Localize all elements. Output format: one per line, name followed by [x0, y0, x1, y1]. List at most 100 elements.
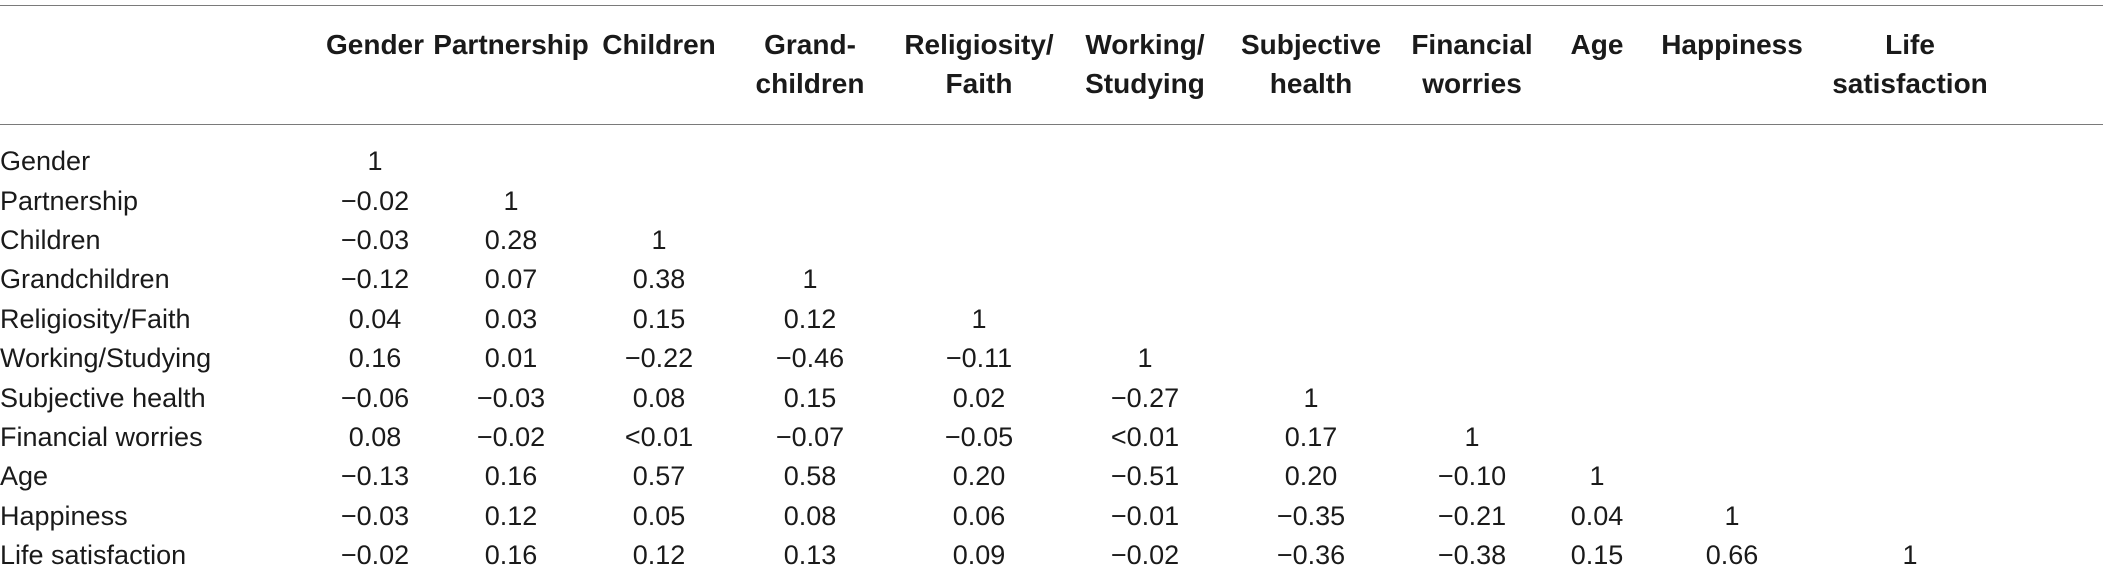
table-cell: 0.20 [1284, 461, 1338, 492]
column-header-label: Financial worries [1397, 0, 1547, 103]
table-row: Age −0.13 0.16 0.57 0.58 0.20 −0.51 0.20 −0.10 1 [0, 457, 2003, 496]
table-cell: 0.15 [1570, 540, 1624, 571]
table-cell: 0.28 [484, 224, 538, 255]
table-cell [1547, 260, 1647, 299]
column-header-line: children [755, 68, 865, 99]
table-cell [1817, 124, 2003, 181]
table-row: Gender 1 [0, 124, 2003, 181]
table-cell [1397, 300, 1547, 339]
table-cell: −0.36 [1276, 540, 1346, 571]
table-cell: 0.58 [783, 461, 837, 492]
column-header-label: Children [591, 0, 727, 64]
table-cell [1817, 378, 2003, 417]
table-cell [1065, 260, 1225, 299]
table-cell [1065, 221, 1225, 260]
table-cell [1817, 339, 2003, 378]
table-cell [1647, 339, 1817, 378]
table-cell [893, 221, 1065, 260]
table-cell: −0.13 [340, 461, 410, 492]
table-cell [591, 181, 727, 220]
column-header-label: Religiosity/Faith [893, 0, 1065, 103]
column-header-line: Subjective [1240, 29, 1382, 60]
table-cell [893, 181, 1065, 220]
table-cell [1397, 124, 1547, 181]
table-cell: −0.38 [1437, 540, 1507, 571]
table-cell: −0.06 [340, 382, 410, 413]
table-cell [1065, 124, 1225, 181]
column-header: Children [591, 0, 727, 124]
table-cell: 0.12 [484, 500, 538, 531]
table-cell: −0.22 [624, 343, 694, 374]
column-header-label: Grand-children [727, 0, 893, 103]
correlation-table: Gender Partnership Children Grand-children R… [0, 0, 2003, 575]
column-header: Gender [319, 0, 431, 124]
table-cell: 1 [1902, 540, 1918, 571]
table-row: Subjective health −0.06 −0.03 0.08 0.15 0.02 −… [0, 378, 2003, 417]
column-header-line: Grand- [764, 29, 856, 60]
table-cell [1065, 300, 1225, 339]
table-cell: −0.51 [1110, 461, 1180, 492]
row-label: Religiosity/Faith [0, 303, 191, 334]
column-header-label: Gender [319, 0, 431, 64]
row-label: Children [0, 224, 101, 255]
table-cell: 0.09 [952, 540, 1006, 571]
column-header: Age [1547, 0, 1647, 124]
row-label: Partnership [0, 185, 139, 216]
table-cell: 0.16 [484, 540, 538, 571]
table-cell [1817, 221, 2003, 260]
table-cell: −0.21 [1437, 500, 1507, 531]
table-cell [1397, 378, 1547, 417]
table-top-rule [0, 5, 2103, 6]
table-cell: 1 [802, 264, 818, 295]
table-cell [893, 260, 1065, 299]
column-header: Religiosity/Faith [893, 0, 1065, 124]
column-header-line: Faith [945, 68, 1013, 99]
table-cell [431, 124, 591, 181]
table-cell: 0.07 [484, 264, 538, 295]
column-header: Subjective health [1225, 0, 1397, 124]
table-cell [1547, 300, 1647, 339]
table-cell: 1 [1724, 500, 1740, 531]
table-row: Life satisfaction −0.02 0.16 0.12 0.13 0.09 −0… [0, 536, 2003, 575]
table-cell [1817, 457, 2003, 496]
table-cell: 0.05 [632, 500, 686, 531]
column-header: Life satisfaction [1817, 0, 2003, 124]
table-cell [1647, 418, 1817, 457]
row-label: Age [0, 461, 49, 492]
table-row: Working/Studying 0.16 0.01 −0.22 −0.46 −0.11 1 [0, 339, 2003, 378]
column-header: Happiness [1647, 0, 1817, 124]
table-cell [1647, 378, 1817, 417]
table-cell [1547, 124, 1647, 181]
column-header-label: Happiness [1647, 0, 1817, 64]
table-cell [1647, 300, 1817, 339]
table-cell: 0.01 [484, 343, 538, 374]
table-cell [893, 124, 1065, 181]
table-cell [1225, 300, 1397, 339]
column-header-line: health [1269, 68, 1353, 99]
table-cell [1817, 260, 2003, 299]
table-cell: 0.06 [952, 500, 1006, 531]
table-cell: 0.08 [632, 382, 686, 413]
column-header-line: worries [1422, 68, 1522, 99]
table-row: Happiness −0.03 0.12 0.05 0.08 0.06 −0.01 −0.35… [0, 497, 2003, 536]
table-cell [1397, 339, 1547, 378]
table-cell: 0.16 [348, 343, 402, 374]
table-cell [1547, 339, 1647, 378]
table-cell: 0.57 [632, 461, 686, 492]
row-label: Subjective health [0, 382, 206, 413]
table-cell [1065, 181, 1225, 220]
table-cell [1547, 181, 1647, 220]
table-cell: 0.17 [1284, 421, 1338, 452]
table-cell [1547, 378, 1647, 417]
table-cell: 0.04 [1570, 500, 1624, 531]
table-cell: −0.02 [340, 185, 410, 216]
table-row: Financial worries 0.08 −0.02 <0.01 −0.07 −0.0… [0, 418, 2003, 457]
table-cell: 0.15 [632, 303, 686, 334]
column-header-label: Partnership [431, 0, 591, 64]
table-cell: <0.01 [624, 421, 694, 452]
table-cell: 0.08 [783, 500, 837, 531]
table-cell [1397, 260, 1547, 299]
column-header-line: Studying [1085, 68, 1205, 99]
table-cell: 1 [1303, 382, 1319, 413]
column-header-line: satisfaction [1832, 68, 1988, 99]
